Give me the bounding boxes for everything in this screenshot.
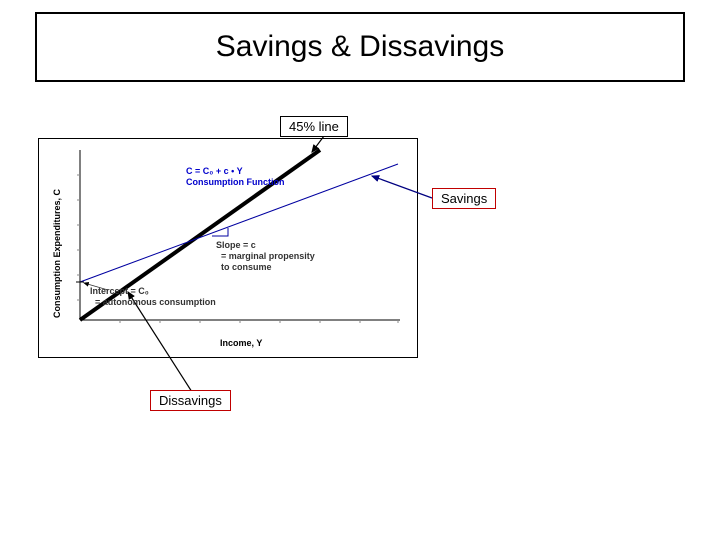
y-axis-label: Consumption Expenditures, C — [52, 189, 62, 318]
slope-l2: = marginal propensity — [221, 251, 315, 261]
title-box: Savings & Dissavings — [35, 12, 685, 82]
label-dissavings: Dissavings — [150, 390, 231, 411]
equation: C = C₀ + c • Y — [186, 166, 243, 176]
label-savings: Savings — [432, 188, 496, 209]
function-label: Consumption Function — [186, 177, 284, 187]
equation-text: C = C₀ + c • Y Consumption Function — [186, 166, 284, 188]
slope-label: Slope = c = marginal propensity to consu… — [216, 240, 315, 272]
x-axis-label: Income, Y — [220, 338, 262, 348]
page-title: Savings & Dissavings — [216, 30, 504, 64]
intercept-label: Intercept = C₀ = autonomous consumption — [90, 286, 216, 308]
label-45-line: 45% line — [280, 116, 348, 137]
slope-l3: to consume — [221, 262, 272, 272]
intercept-l2: = autonomous consumption — [95, 297, 216, 307]
slope-l1: Slope = c — [216, 240, 256, 250]
intercept-l1: Intercept = C₀ — [90, 286, 149, 296]
